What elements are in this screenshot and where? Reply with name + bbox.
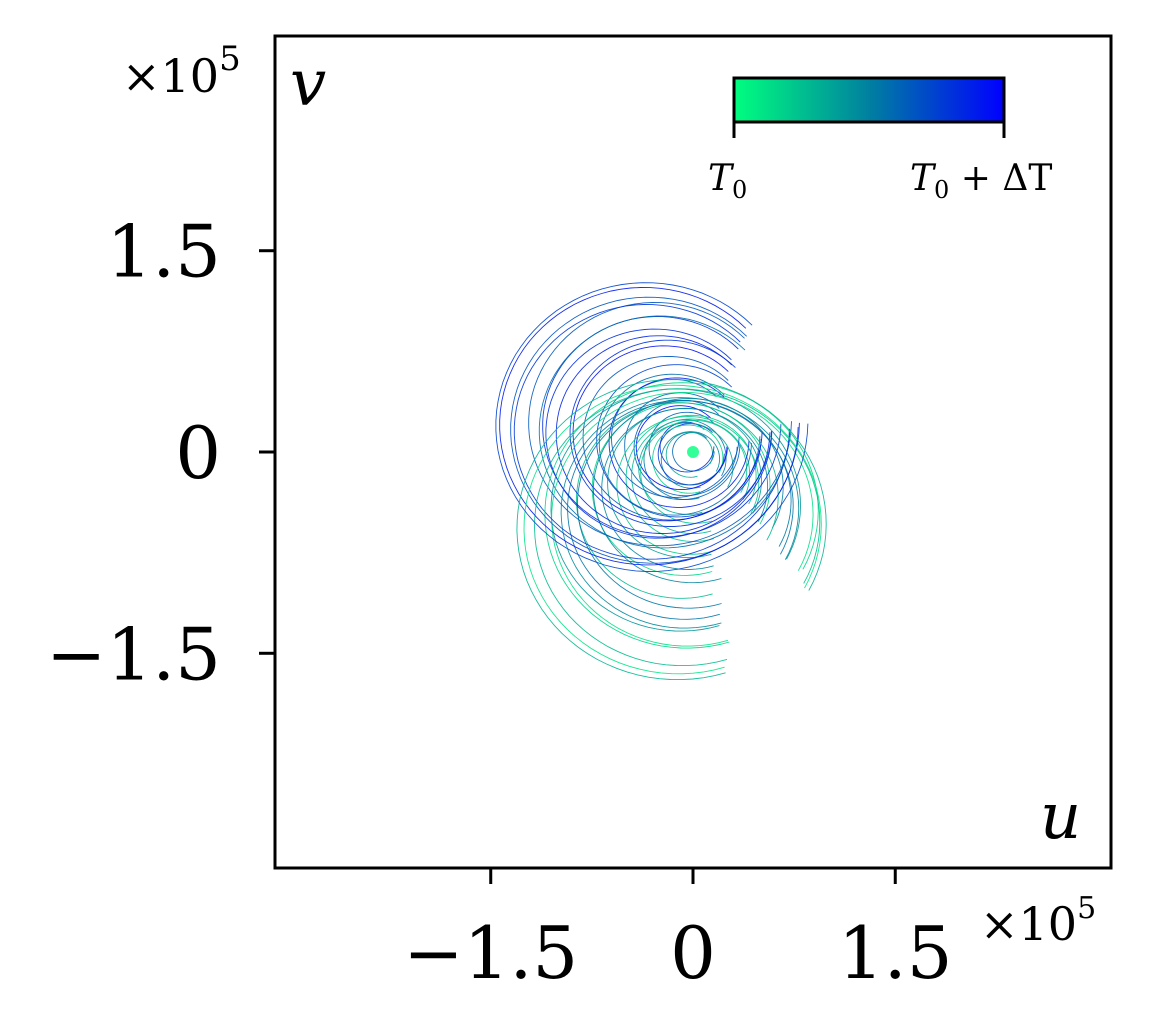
trajectory-line — [601, 408, 769, 570]
trajectory-line — [631, 418, 751, 534]
colorbar-label-start: T0 — [708, 158, 747, 204]
trajectory-line — [555, 335, 771, 534]
trajectory-line — [572, 345, 763, 522]
trajectory-line — [550, 388, 801, 632]
trajectory-line — [576, 402, 779, 599]
trajectory-line — [652, 424, 724, 494]
x-tick-label: −1.5 — [403, 911, 578, 995]
trajectory-line — [560, 397, 800, 629]
trajectory-line — [495, 282, 809, 572]
y-tick-label: 1.5 — [106, 210, 221, 294]
x-tick-label: 1.5 — [838, 911, 953, 995]
x-axis: −1.5 0 1.5 — [403, 868, 953, 995]
trajectory-line — [660, 431, 721, 489]
trajectory-line — [567, 399, 794, 620]
trajectory-line — [544, 382, 819, 649]
trajectory-line — [638, 422, 734, 515]
trajectory-line — [545, 328, 773, 539]
trajectory-line — [591, 402, 771, 576]
trajectory-line — [534, 388, 821, 667]
trajectory-line — [499, 287, 800, 566]
trajectory-line — [596, 364, 762, 518]
trajectory-layer — [495, 282, 827, 681]
trajectory-line — [616, 416, 760, 555]
trajectory-line — [608, 377, 750, 508]
x-multiplier: ×105 — [980, 891, 1096, 951]
trajectory-line — [643, 419, 727, 501]
y-axis-label: v — [290, 47, 326, 121]
trajectory-line — [648, 411, 728, 486]
trajectory-line — [523, 384, 822, 675]
y-multiplier: ×105 — [122, 39, 241, 103]
y-tick-label: −1.5 — [46, 612, 221, 696]
trajectory-line — [598, 373, 752, 516]
trajectory-line — [513, 304, 790, 560]
x-axis-label: u — [1040, 780, 1081, 854]
y-axis: 1.5 0 −1.5 — [46, 210, 275, 696]
colorbar-gradient — [732, 76, 1006, 124]
trajectory-line — [569, 339, 772, 527]
trajectory-core — [687, 446, 699, 458]
x-tick-label: 0 — [670, 911, 716, 995]
trajectory-line — [607, 407, 762, 559]
trajectory-line — [635, 405, 728, 491]
colorbar-label-end: T0 + ΔT — [910, 158, 1052, 204]
trajectory-line — [516, 379, 827, 681]
trajectory-line — [640, 419, 748, 524]
colorbar: T0 T0 + ΔT — [708, 76, 1052, 204]
trajectory-line — [592, 398, 784, 584]
y-tick-label: 0 — [175, 411, 221, 495]
trajectory-line — [665, 431, 713, 478]
trajectory-line — [538, 315, 791, 549]
